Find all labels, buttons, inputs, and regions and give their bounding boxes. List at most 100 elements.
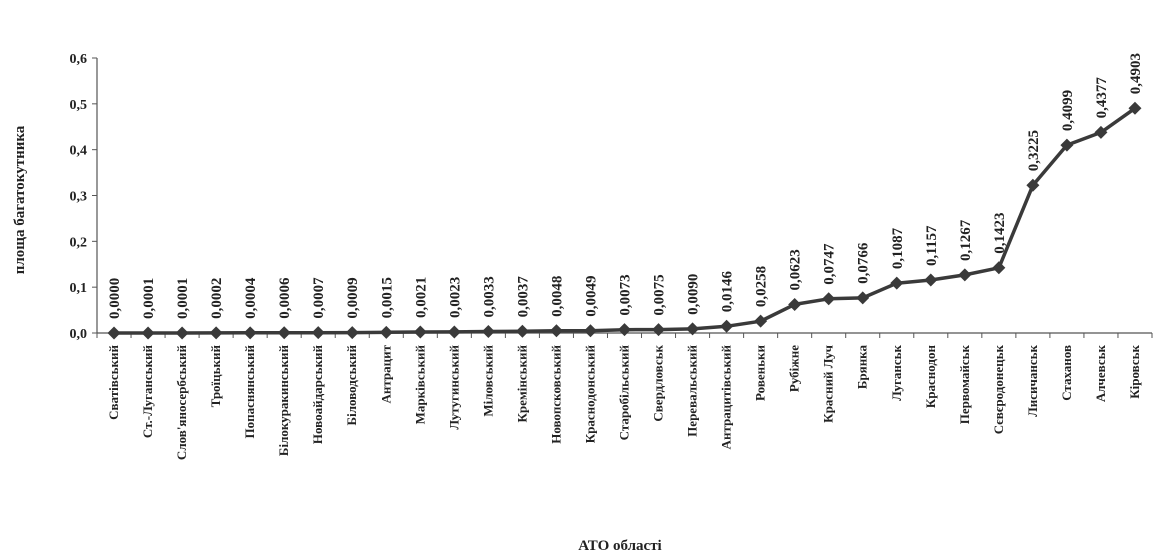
data-point [788,297,802,311]
data-point [583,324,597,338]
category-label: Слов'яносербський [174,344,189,460]
data-label: 0,0048 [549,276,565,317]
category-label: Новопсковський [548,345,563,444]
data-label: 0,0073 [618,274,634,315]
data-label: 0,1157 [924,225,940,266]
category-label: Попаснянський [242,345,257,439]
category-label: Троїцький [208,344,223,407]
data-label: 0,0004 [243,277,259,319]
category-label: Антрацитівський [719,345,734,450]
data-point [379,325,393,339]
category-label: Кіровськ [1127,344,1142,398]
category-label: Первомайськ [957,344,972,424]
data-point [1094,125,1108,139]
data-label: 0,4099 [1060,90,1076,131]
data-label: 0,0000 [107,278,123,319]
data-label: 0,0009 [345,277,361,318]
data-label: 0,1423 [992,213,1008,254]
data-label: 0,4903 [1128,53,1144,94]
data-point [992,261,1006,275]
category-label: Свердловськ [651,345,666,422]
y-tick-label: 0,3 [70,190,88,205]
category-label: Антрацит [378,344,393,403]
x-axis-title: АТО області [578,538,661,554]
category-label: Ст.-Луганський [140,344,155,438]
data-label: 0,4377 [1094,77,1110,119]
category-label: Сєвєродонецьк [991,345,1006,435]
data-point [958,268,972,282]
data-label: 0,0766 [856,242,872,284]
data-label: 0,0001 [141,278,157,319]
data-label: 0,0001 [175,278,191,319]
category-label: Лисичанськ [1025,345,1040,417]
data-label: 0,0023 [447,277,463,318]
data-point [413,325,427,339]
category-label: Красний Луч [821,345,836,423]
category-label: Новоайдарський [310,344,325,444]
data-point [447,325,461,339]
data-point [277,326,291,340]
data-label: 0,1087 [890,227,906,269]
category-label: Стаханов [1059,345,1074,401]
category-label: Кремінський [514,344,529,422]
y-tick-label: 0,6 [70,52,88,67]
data-label: 0,0033 [481,276,497,317]
data-label: 0,0090 [686,274,702,315]
data-point [1128,101,1142,115]
data-label: 0,0021 [413,277,429,318]
data-point [209,326,223,340]
data-label: 0,1267 [958,219,974,261]
data-point [686,322,700,336]
data-point [754,314,768,328]
category-label: Сватівський [106,345,121,420]
category-label: Перевальський [685,345,700,437]
category-label: Марківський [412,345,427,425]
data-point [1060,138,1074,152]
data-label: 0,0007 [311,277,327,319]
data-point [175,326,189,340]
data-point [652,323,666,337]
category-label: Алчевськ [1093,345,1108,403]
category-label: Ровеньки [753,344,768,400]
data-label: 0,0002 [209,278,225,319]
category-label: Рубіжне [787,345,802,392]
y-tick-label: 0,1 [70,281,88,296]
category-label: Міловський [480,345,495,417]
data-point [345,326,359,340]
y-tick-label: 0,0 [70,327,88,342]
category-label: Біловодський [344,345,359,426]
data-point [107,326,121,340]
data-label: 0,0037 [515,276,531,318]
data-label: 0,3225 [1026,130,1042,171]
data-label: 0,0006 [277,277,293,319]
data-point [311,326,325,340]
category-label: Луганськ [889,345,904,401]
y-tick-label: 0,5 [70,98,88,113]
data-point [141,326,155,340]
data-point [720,319,734,333]
y-tick-label: 0,2 [70,235,88,250]
data-label: 0,0015 [379,277,395,318]
data-point [515,324,529,338]
category-label: Брянка [855,345,870,390]
category-label: Старобільський [617,344,632,440]
data-point [1026,178,1040,192]
data-label: 0,0747 [822,243,838,285]
data-point [924,273,938,287]
data-point [481,324,495,338]
y-ticks: 0,0 0,1 0,2 0,3 0,4 0,5 0,6 [70,52,97,342]
data-point [856,291,870,305]
y-axis-title: площа багатокутника [12,125,28,274]
category-label: Білокуракинський [276,344,291,456]
data-point [549,324,563,338]
data-point [822,292,836,306]
data-label: 0,0146 [720,271,736,313]
category-labels: Сватівський Ст.-Луганський Слов'яносербськ… [96,333,1153,460]
category-label: Лутугинський [446,344,461,429]
data-label: 0,0258 [754,266,770,307]
data-label: 0,0049 [583,276,599,317]
data-point [890,276,904,290]
data-point [243,326,257,340]
data-labels: 0,0000 0,0001 0,0001 0,0002 0,0004 0,0006 0,00… [107,53,1144,319]
